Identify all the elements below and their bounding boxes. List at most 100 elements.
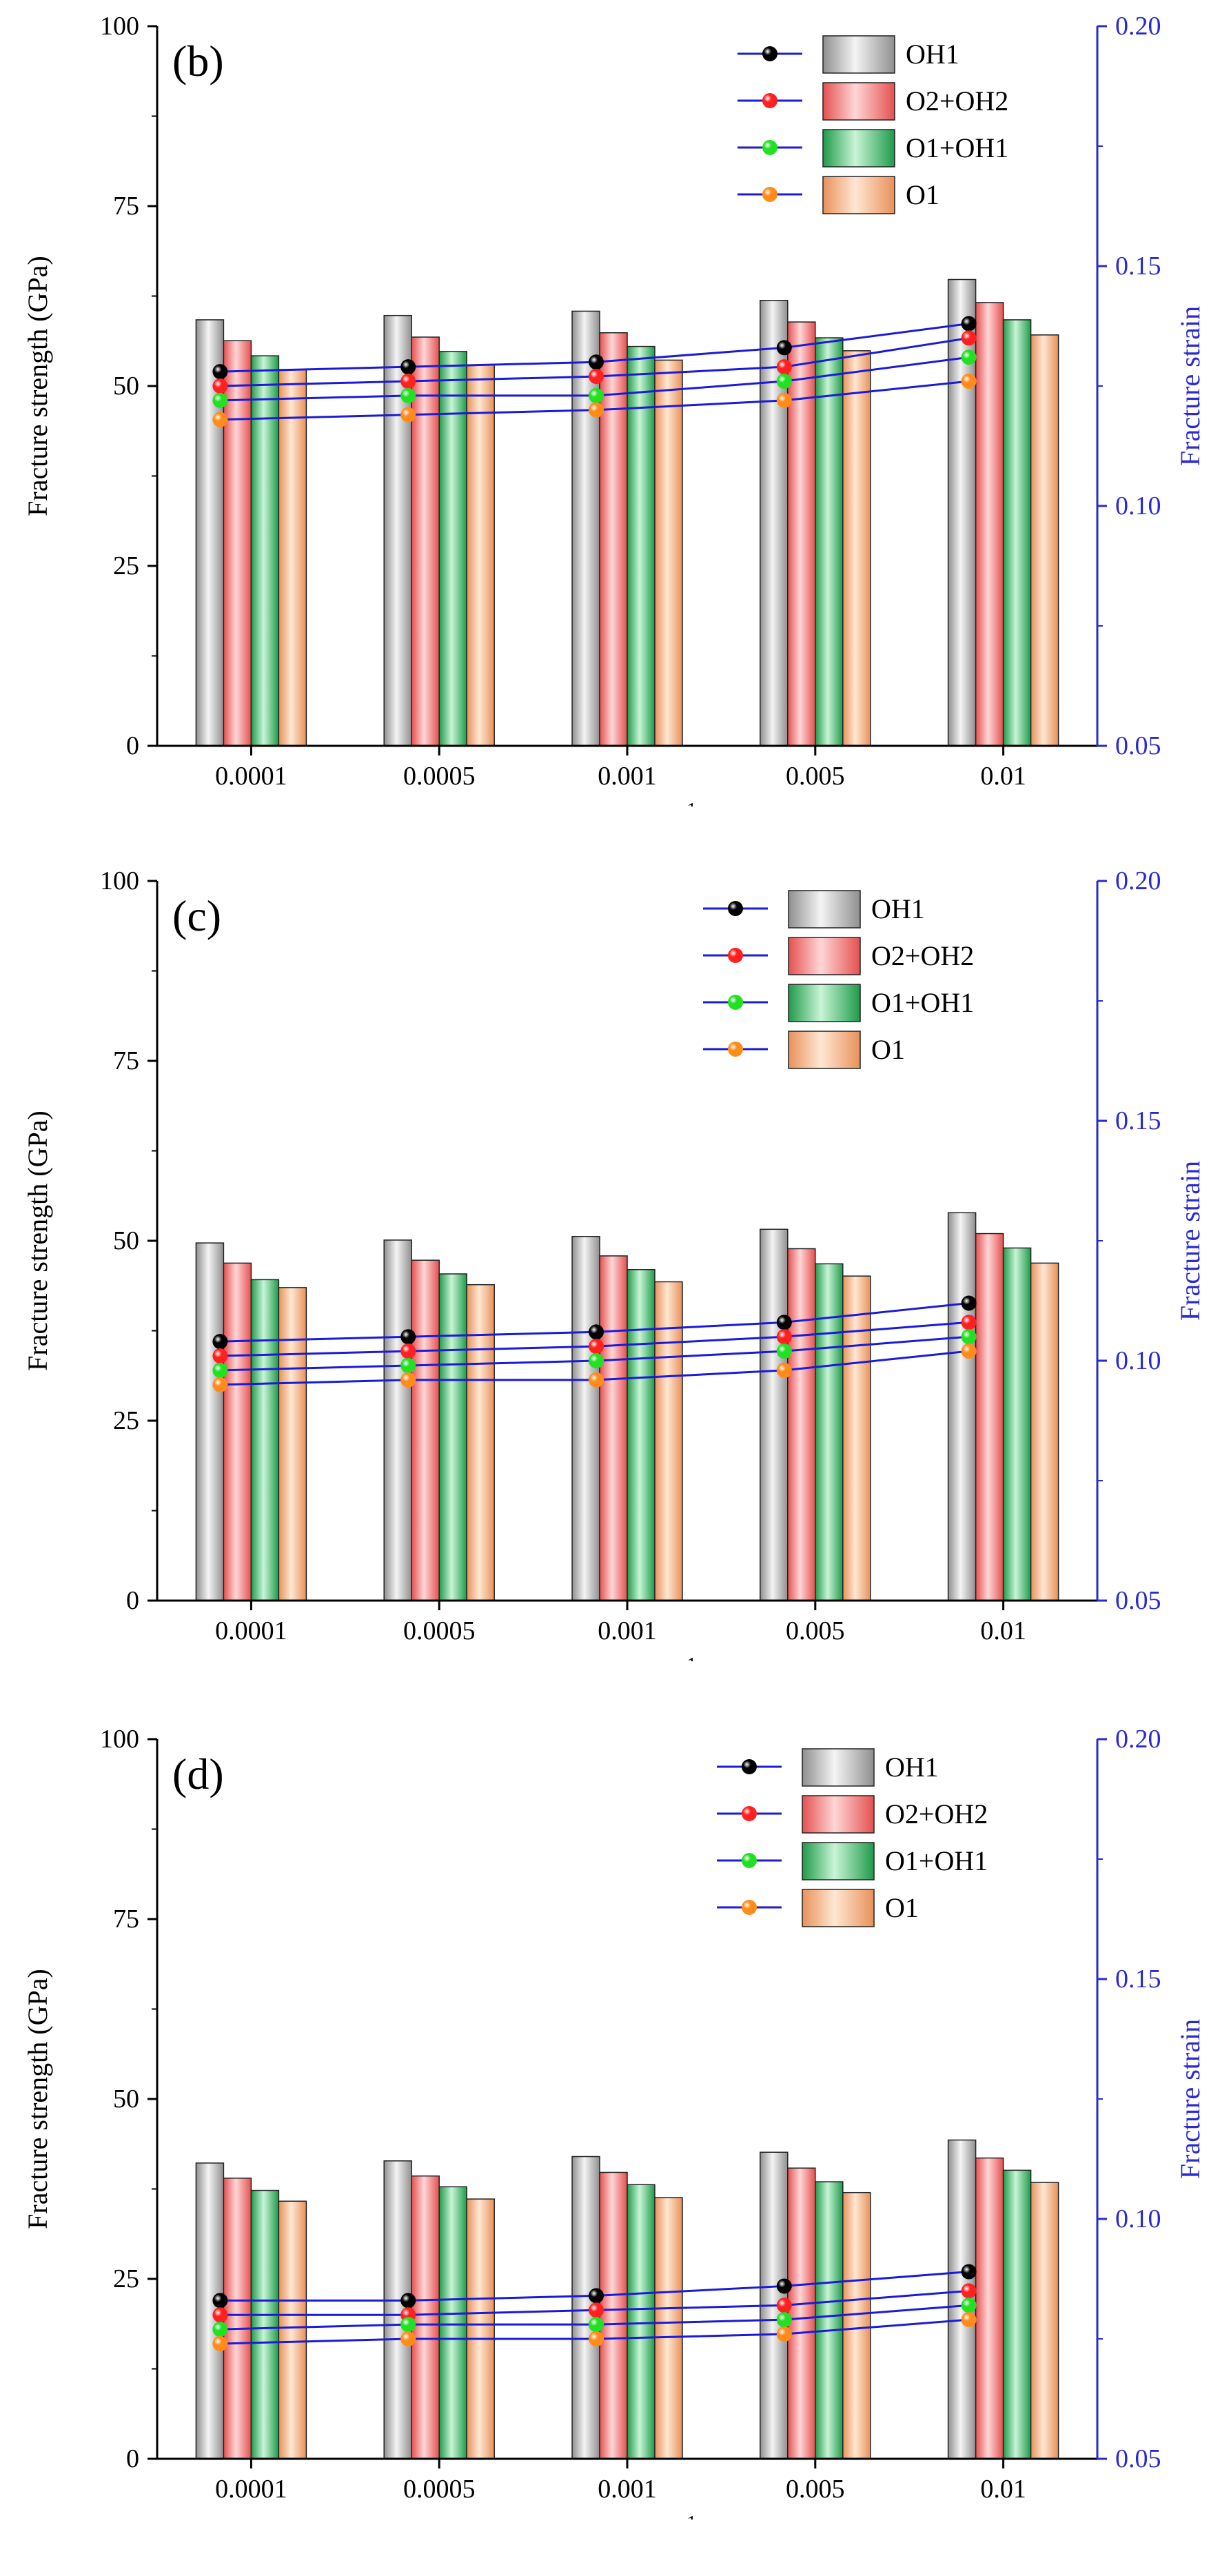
strain-point-o2-oh2-3 bbox=[776, 359, 792, 375]
y2-tick-label: 0.20 bbox=[1115, 12, 1161, 41]
bar-o2-oh2-3 bbox=[787, 1248, 816, 1601]
strain-point-oh1-4 bbox=[961, 2264, 977, 2280]
bar-oh1-4 bbox=[947, 1212, 977, 1601]
y2-tick-label: 0.05 bbox=[1115, 2444, 1161, 2473]
y-axis-title: Fracture strength (GPa) bbox=[22, 256, 53, 516]
strain-point-oh1-3 bbox=[776, 340, 792, 356]
y2-tick-label: 0.05 bbox=[1115, 1586, 1161, 1615]
strain-point-o2-oh2-0 bbox=[212, 1348, 228, 1364]
strain-point-o1-oh1-0 bbox=[212, 2322, 228, 2337]
y-tick-label: 25 bbox=[113, 2264, 139, 2293]
panel-label: (c) bbox=[172, 891, 221, 940]
strain-point-o2-oh2-2 bbox=[589, 369, 604, 385]
legend-swatch bbox=[822, 176, 895, 214]
legend-swatch bbox=[822, 35, 895, 74]
y-tick-label: 75 bbox=[113, 1046, 139, 1075]
bar-o1-oh1-0 bbox=[250, 355, 280, 747]
bar-o2-oh2-0 bbox=[223, 340, 252, 747]
legend-swatch bbox=[802, 1889, 875, 1927]
strain-point-o1-oh1-4 bbox=[961, 1329, 977, 1345]
strain-point-o1-oh1-1 bbox=[400, 387, 416, 403]
strain-point-o1-oh1-3 bbox=[776, 1343, 792, 1359]
strain-point-o1-3 bbox=[776, 392, 792, 408]
bar-o2-oh2-0 bbox=[223, 1262, 252, 1601]
x-axis-title-end: ) bbox=[696, 2515, 705, 2519]
x-axis-title: Strain rate (ps−1) bbox=[521, 1654, 706, 1661]
bar-o2-oh2-1 bbox=[411, 1259, 440, 1601]
x-tick-label: 0.005 bbox=[786, 1616, 845, 1645]
bar-o1-oh1-0 bbox=[250, 2189, 280, 2460]
y-tick-label: 100 bbox=[100, 866, 139, 895]
strain-point-o1-4 bbox=[961, 374, 977, 389]
strain-point-oh1-2 bbox=[589, 2288, 604, 2304]
strain-point-o2-oh2-2 bbox=[589, 2302, 604, 2318]
bar-o1-4 bbox=[1030, 334, 1059, 747]
strain-point-oh1-2 bbox=[589, 354, 604, 370]
y2-tick-label: 0.10 bbox=[1115, 2204, 1161, 2233]
chart-svg-c: 0 25 50 75 100 0.05 0.10 0.15 0.20 0.0001 0.0005 0.… bbox=[22, 866, 1206, 1661]
x-axis-title: Strain rate (ps−1) bbox=[521, 800, 706, 807]
bar-o1-oh1-1 bbox=[438, 2186, 467, 2460]
y2-tick-label: 0.20 bbox=[1115, 1725, 1161, 1754]
bar-oh1-3 bbox=[760, 1228, 789, 1601]
x-tick-label: 0.0001 bbox=[215, 1616, 287, 1645]
strain-point-o2-oh2-4 bbox=[961, 2283, 977, 2299]
legend-swatch bbox=[802, 1748, 875, 1787]
strain-point-o1-oh1-1 bbox=[400, 1357, 416, 1373]
bar-o2-oh2-2 bbox=[599, 1255, 628, 1601]
legend-swatch bbox=[822, 129, 895, 168]
y-tick-label: 0 bbox=[126, 731, 139, 760]
legend-label: O1+OH1 bbox=[871, 987, 974, 1018]
x-tick-label: 0.001 bbox=[598, 2475, 657, 2504]
y-tick-label: 50 bbox=[113, 2085, 139, 2113]
strain-point-o1-1 bbox=[400, 1372, 416, 1388]
strain-point-oh1-3 bbox=[776, 1315, 792, 1330]
x-tick-label: 0.001 bbox=[598, 1616, 657, 1645]
bar-oh1-4 bbox=[947, 278, 977, 747]
x-axis-title-end: ) bbox=[696, 802, 705, 807]
bar-o1-4 bbox=[1030, 2182, 1059, 2460]
strain-point-o2-oh2-4 bbox=[961, 330, 977, 346]
y-axis-title: Fracture strength (GPa) bbox=[22, 1110, 53, 1371]
bar-o1-oh1-4 bbox=[1002, 1247, 1032, 1601]
strain-point-o1-0 bbox=[212, 412, 228, 427]
legend-label: OH1 bbox=[885, 1752, 939, 1783]
strain-point-o2-oh2-1 bbox=[400, 1343, 416, 1359]
bar-o1-oh1-3 bbox=[815, 337, 844, 747]
strain-point-o1-4 bbox=[961, 2312, 977, 2328]
x-axis-title: Strain rate (ps−1) bbox=[521, 2513, 706, 2519]
legend-swatch bbox=[822, 82, 895, 121]
strain-point-o1-1 bbox=[400, 2331, 416, 2346]
strain-point-o1-4 bbox=[961, 1343, 977, 1359]
y-tick-label: 75 bbox=[113, 1905, 139, 1934]
bar-o2-oh2-0 bbox=[223, 2178, 252, 2460]
strain-point-o1-oh1-2 bbox=[589, 2317, 604, 2333]
legend-marker bbox=[742, 1900, 757, 1915]
bar-oh1-2 bbox=[571, 1235, 600, 1601]
strain-point-o1-0 bbox=[212, 2335, 228, 2351]
y2-tick-label: 0.10 bbox=[1115, 1346, 1161, 1375]
legend-marker bbox=[742, 1759, 757, 1774]
legend-label: O1 bbox=[885, 1892, 919, 1923]
chart-panel-d: 0 25 50 75 100 0.05 0.10 0.15 0.20 0.0001 0.0005 0.… bbox=[0, 1713, 1220, 2519]
y-tick-label: 25 bbox=[113, 551, 139, 580]
chart-svg-b: 0 25 50 75 100 0.05 0.10 0.15 0.20 0.0001 0.0005 0.… bbox=[22, 12, 1206, 807]
bar-o1-oh1-0 bbox=[250, 1279, 280, 1601]
chart-panel-c: 0 25 50 75 100 0.05 0.10 0.15 0.20 0.0001 0.0005 0.… bbox=[0, 855, 1220, 1661]
y2-axis-title: Fracture strain bbox=[1175, 1161, 1206, 1321]
strain-point-oh1-1 bbox=[400, 2293, 416, 2309]
strain-point-o1-oh1-0 bbox=[212, 392, 228, 408]
legend-label: O1+OH1 bbox=[906, 132, 1008, 163]
legend-marker bbox=[762, 140, 777, 155]
bar-o2-oh2-3 bbox=[787, 321, 816, 747]
strain-point-oh1-2 bbox=[589, 1324, 604, 1340]
strain-point-o1-oh1-3 bbox=[776, 374, 792, 389]
legend-marker bbox=[728, 1042, 743, 1057]
legend-swatch bbox=[788, 937, 861, 975]
x-tick-label: 0.01 bbox=[980, 2475, 1026, 2504]
x-axis-title-sup: −1 bbox=[676, 800, 697, 807]
bar-o1-2 bbox=[654, 359, 683, 747]
x-tick-label: 0.0001 bbox=[215, 2475, 287, 2504]
y2-tick-label: 0.10 bbox=[1115, 491, 1161, 520]
bar-oh1-1 bbox=[383, 1239, 412, 1601]
